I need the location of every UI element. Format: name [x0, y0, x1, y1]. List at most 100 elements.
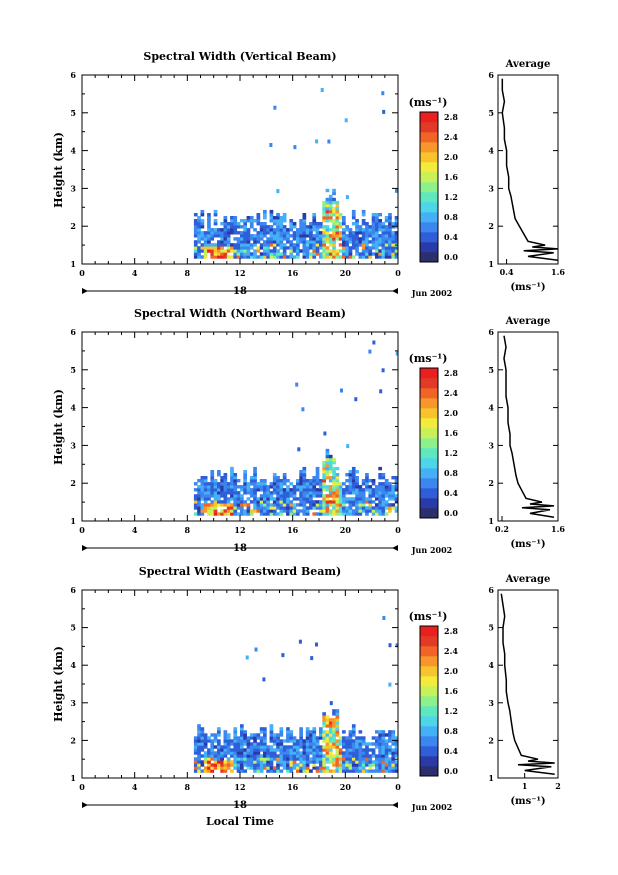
heatmap-cell: [322, 482, 326, 486]
heatmap-cell: [319, 748, 323, 752]
heatmap-cell: [292, 249, 297, 253]
heatmap-cell: [197, 506, 201, 510]
heatmap-cell: [381, 246, 386, 250]
heatmap-cell: [286, 231, 290, 235]
y-tick-label: 2: [70, 478, 76, 488]
heatmap-cell: [322, 763, 326, 767]
heatmap-cell: [210, 739, 215, 743]
heatmap-cell: [269, 491, 274, 495]
heatmap-cell: [243, 222, 247, 226]
heatmap-cell: [249, 482, 254, 486]
heatmap-cell: [378, 219, 382, 223]
heatmap-cell: [276, 216, 280, 220]
heatmap-cell: [217, 766, 221, 770]
heatmap-cell: [197, 751, 201, 755]
heatmap-cell: [279, 216, 284, 220]
heatmap-cell: [384, 760, 389, 764]
heatmap-cell: [365, 754, 369, 758]
heatmap-cell: [391, 494, 396, 498]
heatmap-cell: [322, 715, 326, 719]
heatmap-cell: [312, 727, 317, 731]
heatmap-cell: [217, 751, 221, 755]
heatmap-cell: [345, 485, 349, 489]
heatmap-cell: [381, 222, 386, 226]
heatmap-cell: [312, 745, 317, 749]
heatmap-cell: [289, 503, 294, 507]
heatmap-cell: [391, 237, 396, 241]
heatmap-cell: [286, 494, 290, 498]
heatmap-cell: [246, 760, 251, 764]
heatmap-cell: [203, 476, 208, 480]
heatmap-cell: [391, 488, 396, 492]
heatmap-cell: [299, 476, 303, 480]
heatmap-cell: [263, 760, 267, 764]
heatmap-cell: [299, 757, 303, 761]
heatmap-cell: [279, 219, 284, 223]
heatmap-cell: [368, 500, 373, 504]
colorbar-tick-label: 1.2: [444, 706, 458, 716]
heatmap-cell: [388, 766, 392, 770]
heatmap-cell: [292, 485, 297, 489]
heatmap-cell: [299, 488, 303, 492]
heatmap-cell: [381, 255, 386, 259]
heatmap-cell: [240, 500, 244, 504]
heatmap-cell: [266, 503, 270, 507]
heatmap-cell: [282, 745, 287, 749]
heatmap-cell: [236, 769, 241, 773]
heatmap-cell: [319, 506, 323, 510]
heatmap-cell: [213, 739, 218, 743]
heatmap-cell: [335, 512, 340, 516]
heatmap-cell: [207, 485, 211, 489]
heatmap-cell: [391, 255, 396, 259]
heatmap-cell: [302, 479, 307, 483]
heatmap-cell: [338, 766, 343, 770]
heatmap-cell: [322, 745, 326, 749]
heatmap-cell: [371, 243, 376, 247]
heatmap-cell: [322, 769, 326, 773]
heatmap-cell: [233, 482, 238, 486]
heatmap-cell: [249, 500, 254, 504]
y-tick-label: 1: [70, 516, 76, 526]
x-tick-label: 0: [79, 525, 85, 535]
x-tick-label: 0: [395, 782, 401, 792]
colorbar-swatch: [420, 686, 438, 697]
heatmap-cell: [328, 503, 333, 507]
heatmap-cell: [381, 225, 386, 229]
heatmap-cell: [200, 739, 205, 743]
heatmap-cell: [358, 742, 363, 746]
heatmap-cell: [207, 739, 211, 743]
heatmap-cell: [388, 249, 392, 253]
heatmap-cell: [263, 216, 267, 220]
heatmap-cell: [246, 503, 251, 507]
heatmap-cell: [259, 503, 264, 507]
heatmap-cell: [325, 715, 330, 719]
heatmap-cell: [325, 751, 330, 755]
heatmap-cell: [368, 228, 373, 232]
average-line: [501, 78, 559, 261]
heatmap-cell: [384, 763, 389, 767]
colorbar-swatch: [420, 252, 438, 263]
heatmap-cell: [269, 494, 274, 498]
heatmap-cell: [193, 494, 198, 498]
heatmap-cell: [230, 485, 234, 489]
heatmap-cell: [259, 754, 264, 758]
heatmap-cell: [361, 763, 366, 767]
heatmap-cell: [256, 769, 261, 773]
day-axis: 18 Jun 2002: [82, 543, 452, 555]
heatmap-cell: [365, 243, 369, 247]
heatmap-cell: [365, 240, 369, 244]
heatmap-cell: [263, 766, 267, 770]
heatmap-cell: [305, 491, 310, 495]
heatmap-cell: [246, 506, 251, 510]
heatmap-cell: [342, 482, 346, 486]
colorbar-swatch: [420, 388, 438, 399]
heatmap-cell: [371, 240, 376, 244]
heatmap-cell: [338, 237, 343, 241]
heatmap-cell: [197, 512, 201, 516]
heatmap-cell: [299, 736, 303, 740]
heatmap-cell: [332, 506, 336, 510]
heatmap-cell: [200, 727, 205, 731]
heatmap-cell: [246, 512, 251, 516]
heatmap-cell: [315, 488, 320, 492]
